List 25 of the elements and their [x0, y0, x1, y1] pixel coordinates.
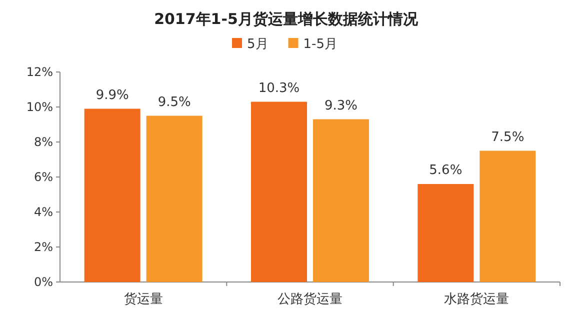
chart-title: 2017年1-5月货运量增长数据统计情况: [154, 10, 419, 28]
x-tick-label: 公路货运量: [278, 292, 342, 307]
data-label: 5.6%: [429, 163, 462, 178]
data-label: 9.5%: [158, 94, 191, 110]
legend-label: 5月: [247, 37, 268, 52]
bar: [84, 108, 140, 282]
data-label: 9.3%: [324, 98, 358, 114]
y-tick-label: 2%: [34, 240, 53, 254]
x-tick-label: 货运量: [124, 292, 163, 307]
data-label: 9.9%: [96, 88, 129, 103]
legend-label: 1-5月: [303, 37, 338, 52]
x-tick-label: 水路货运量: [444, 292, 510, 307]
y-tick-label: 6%: [34, 170, 53, 184]
data-label: 7.5%: [491, 130, 524, 145]
y-tick-label: 12%: [26, 65, 53, 79]
y-tick-label: 0%: [34, 275, 53, 289]
data-label: 10.3%: [258, 80, 300, 96]
bar: [418, 184, 474, 282]
bar: [313, 119, 369, 282]
bar: [146, 116, 202, 282]
bar: [480, 150, 536, 282]
y-tick-label: 8%: [34, 135, 53, 149]
y-tick-label: 4%: [34, 205, 53, 219]
y-tick-label: 10%: [26, 100, 53, 114]
bar: [251, 102, 307, 282]
